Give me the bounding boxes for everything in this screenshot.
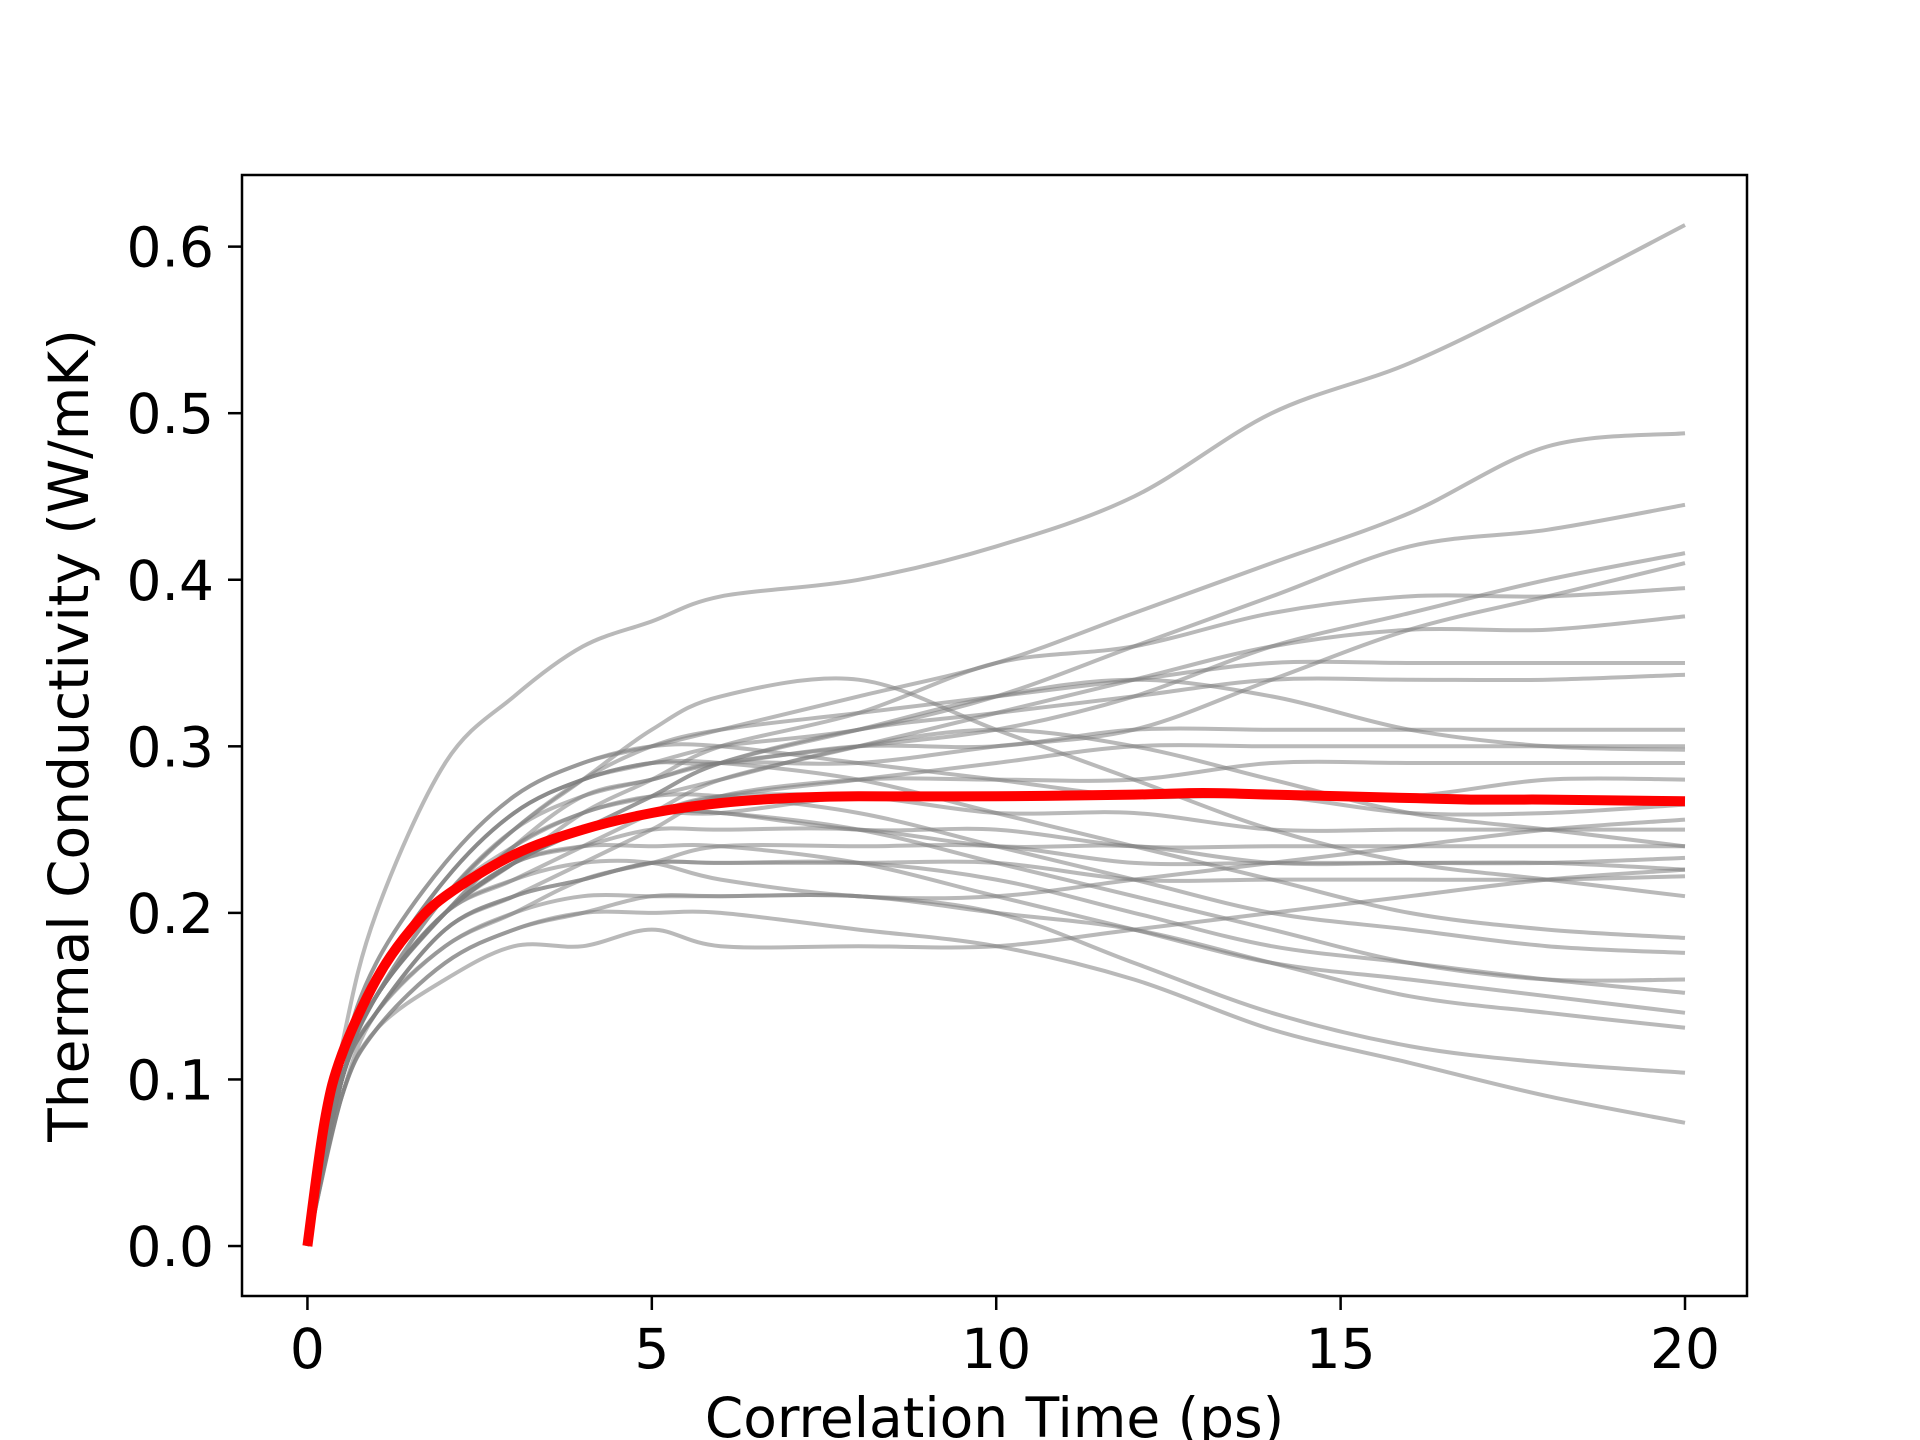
individual-series-line-1 <box>305 223 1686 1247</box>
plot-frame <box>240 173 1749 1298</box>
x-tick-label: 20 <box>1650 1317 1720 1381</box>
y-tick-label: 0.5 <box>127 382 214 446</box>
average-layer <box>302 788 1686 1247</box>
y-axis-ticks: 0.0 0.1 0.2 0.3 0.4 0.5 0.6 <box>127 216 242 1279</box>
x-tick-label: 5 <box>634 1317 669 1381</box>
y-tick-label: 0.0 <box>127 1215 214 1279</box>
y-tick-label: 0.1 <box>127 1048 214 1112</box>
x-axis-label: Correlation Time (ps) <box>705 1386 1284 1440</box>
x-tick-label: 15 <box>1306 1317 1376 1381</box>
individual-series-line-26 <box>305 893 1686 1247</box>
y-tick-label: 0.2 <box>127 882 214 946</box>
individual-series-line-28 <box>305 867 1686 1247</box>
y-axis-label: Thermal Conductivity (W/mK) <box>37 329 101 1143</box>
y-tick-label: 0.4 <box>127 549 214 613</box>
average-series-line <box>302 788 1686 1247</box>
individual-series-line-32 <box>305 677 1686 1247</box>
individual-series-line-27 <box>305 909 1686 1247</box>
x-axis-ticks: 0 5 10 15 20 <box>290 1296 1720 1381</box>
x-tick-label: 0 <box>290 1317 325 1381</box>
y-tick-label: 0.3 <box>127 715 214 779</box>
y-tick-label: 0.6 <box>127 216 214 280</box>
x-tick-label: 10 <box>961 1317 1031 1381</box>
